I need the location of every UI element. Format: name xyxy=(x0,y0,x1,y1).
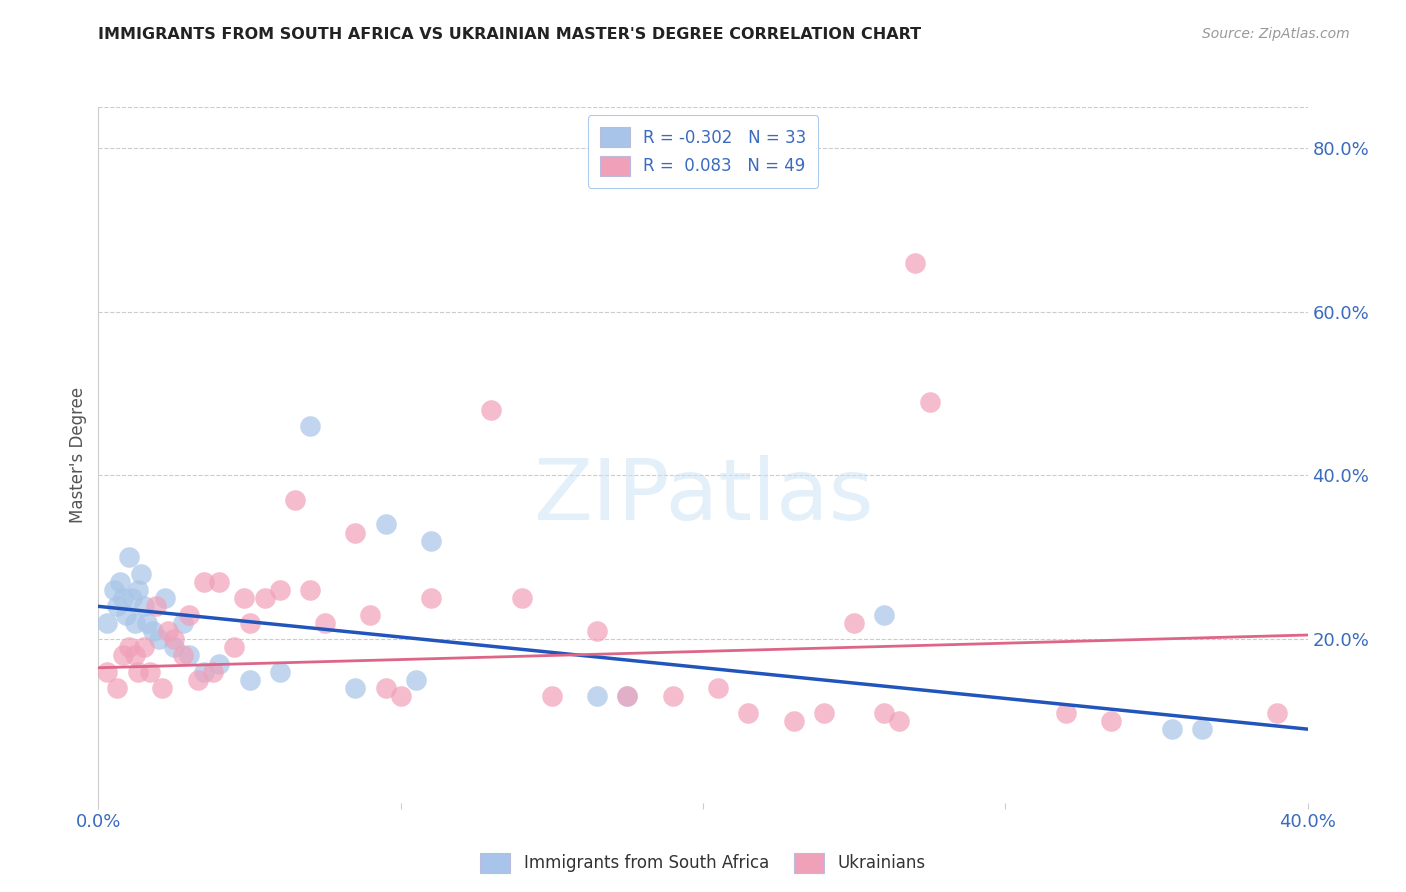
Point xyxy=(124,615,146,630)
Point xyxy=(105,681,128,696)
Point xyxy=(374,681,396,696)
Point xyxy=(114,607,136,622)
Point xyxy=(299,419,322,434)
Point xyxy=(616,690,638,704)
Point xyxy=(105,599,128,614)
Point xyxy=(873,706,896,720)
Point xyxy=(540,690,562,704)
Point xyxy=(284,492,307,507)
Point xyxy=(135,615,157,630)
Point xyxy=(481,403,503,417)
Point xyxy=(1191,722,1213,736)
Point xyxy=(904,255,927,269)
Point xyxy=(873,607,896,622)
Point xyxy=(118,640,141,655)
Point xyxy=(187,673,209,687)
Point xyxy=(269,582,291,597)
Text: ZIPatlas: ZIPatlas xyxy=(533,455,873,538)
Point xyxy=(405,673,427,687)
Point xyxy=(1160,722,1182,736)
Point xyxy=(232,591,254,606)
Point xyxy=(127,582,149,597)
Point xyxy=(139,665,162,679)
Point xyxy=(420,591,443,606)
Point xyxy=(586,624,609,638)
Point xyxy=(1099,714,1122,728)
Point xyxy=(253,591,276,606)
Point xyxy=(918,394,941,409)
Point xyxy=(844,615,866,630)
Point xyxy=(179,648,201,663)
Point xyxy=(118,550,141,565)
Point xyxy=(124,648,146,663)
Point xyxy=(616,690,638,704)
Point xyxy=(208,657,231,671)
Legend: Immigrants from South Africa, Ukrainians: Immigrants from South Africa, Ukrainians xyxy=(474,847,932,880)
Point xyxy=(889,714,911,728)
Point xyxy=(193,665,215,679)
Point xyxy=(145,599,167,614)
Point xyxy=(111,648,134,663)
Point xyxy=(103,582,125,597)
Point xyxy=(111,591,134,606)
Y-axis label: Master's Degree: Master's Degree xyxy=(69,387,87,523)
Point xyxy=(150,681,173,696)
Point xyxy=(269,665,291,679)
Point xyxy=(193,574,215,589)
Point xyxy=(163,632,186,646)
Point xyxy=(360,607,382,622)
Point xyxy=(662,690,685,704)
Point xyxy=(420,533,443,548)
Text: IMMIGRANTS FROM SOUTH AFRICA VS UKRAINIAN MASTER'S DEGREE CORRELATION CHART: IMMIGRANTS FROM SOUTH AFRICA VS UKRAINIA… xyxy=(98,27,921,42)
Point xyxy=(344,525,367,540)
Point xyxy=(108,574,131,589)
Point xyxy=(179,607,201,622)
Point xyxy=(172,648,194,663)
Point xyxy=(156,624,179,638)
Point xyxy=(224,640,246,655)
Point xyxy=(132,599,155,614)
Point xyxy=(127,665,149,679)
Point xyxy=(1267,706,1289,720)
Point xyxy=(148,632,170,646)
Point xyxy=(172,615,194,630)
Point xyxy=(96,665,118,679)
Point xyxy=(813,706,835,720)
Point xyxy=(510,591,533,606)
Point xyxy=(344,681,367,696)
Point xyxy=(239,673,262,687)
Legend: R = -0.302   N = 33, R =  0.083   N = 49: R = -0.302 N = 33, R = 0.083 N = 49 xyxy=(588,115,818,187)
Point xyxy=(142,624,165,638)
Point xyxy=(783,714,806,728)
Point xyxy=(163,640,186,655)
Point xyxy=(707,681,730,696)
Point xyxy=(121,591,143,606)
Point xyxy=(586,690,609,704)
Point xyxy=(239,615,262,630)
Text: Source: ZipAtlas.com: Source: ZipAtlas.com xyxy=(1202,27,1350,41)
Point xyxy=(129,566,152,581)
Point xyxy=(737,706,759,720)
Point xyxy=(314,615,336,630)
Point xyxy=(153,591,176,606)
Point xyxy=(374,517,396,532)
Point xyxy=(208,574,231,589)
Point xyxy=(389,690,412,704)
Point xyxy=(202,665,225,679)
Point xyxy=(96,615,118,630)
Point xyxy=(132,640,155,655)
Point xyxy=(299,582,322,597)
Point xyxy=(1054,706,1077,720)
